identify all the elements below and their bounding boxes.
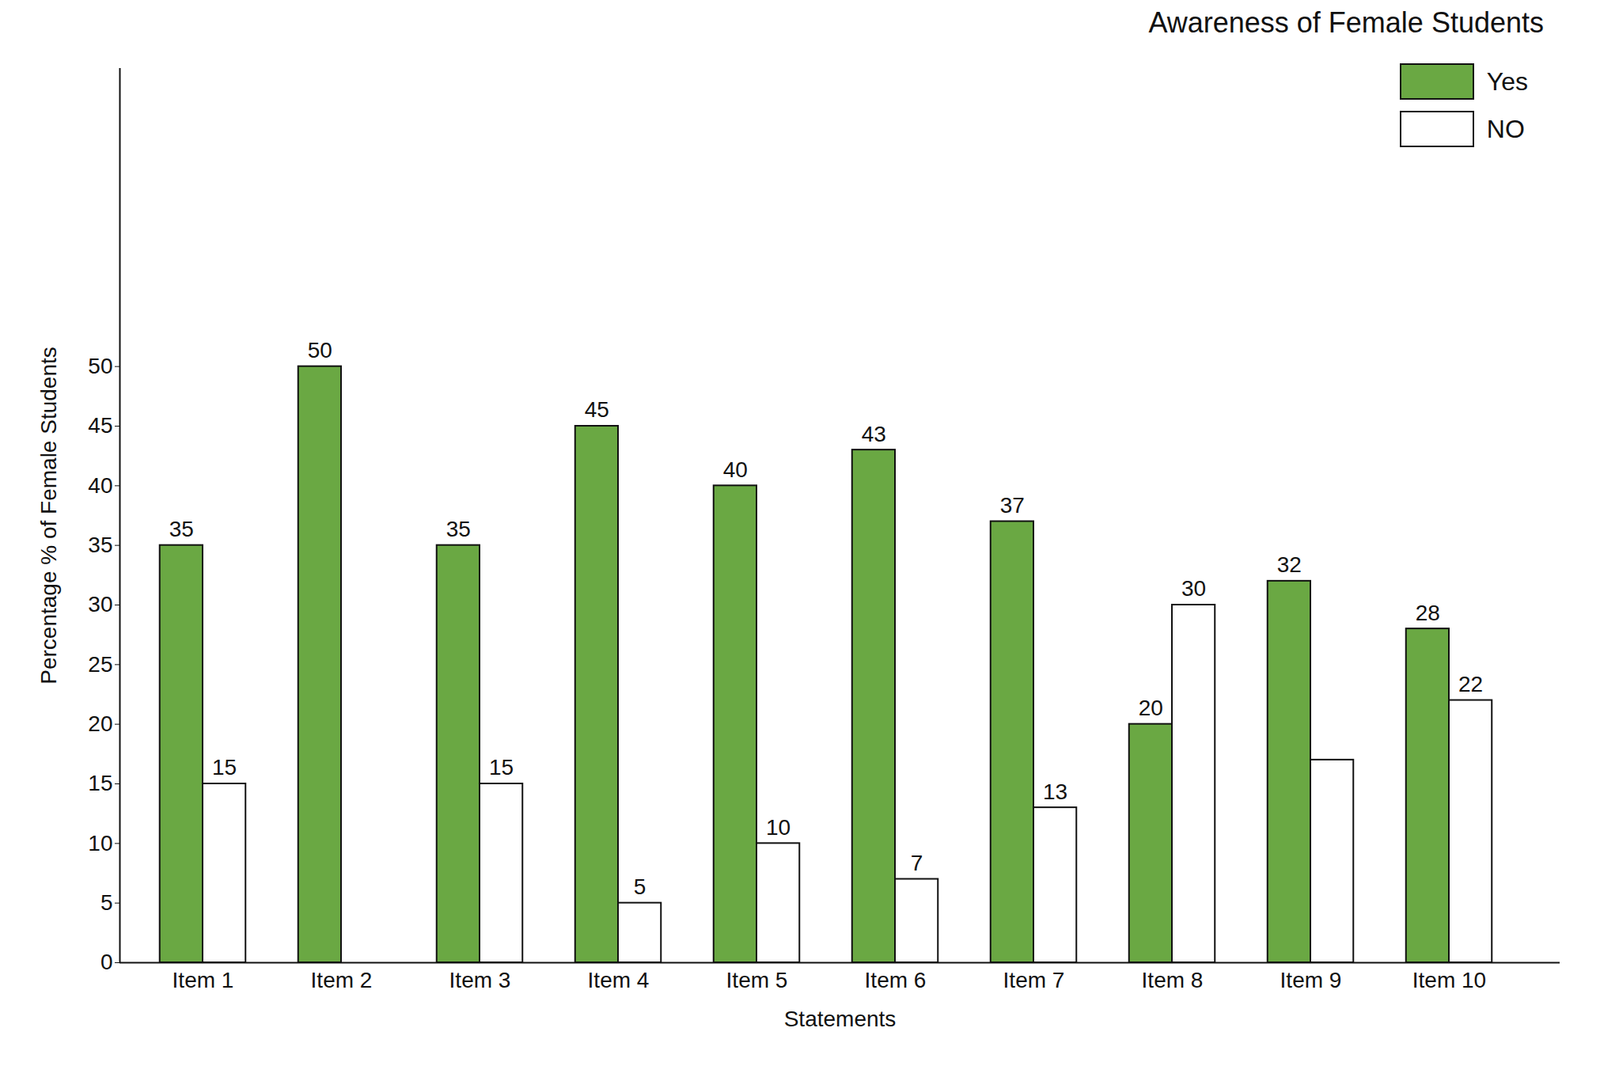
- svg-text:40: 40: [87, 473, 113, 498]
- svg-text:Item 5: Item 5: [726, 967, 789, 993]
- svg-text:32: 32: [1277, 552, 1302, 577]
- svg-text:15: 15: [87, 770, 113, 796]
- svg-text:20: 20: [1138, 695, 1164, 721]
- svg-text:Item 4: Item 4: [587, 967, 650, 993]
- svg-text:15: 15: [212, 754, 237, 780]
- svg-text:Item 2: Item 2: [310, 967, 373, 993]
- svg-text:10: 10: [765, 815, 791, 840]
- svg-text:7: 7: [910, 850, 924, 876]
- svg-text:22: 22: [1458, 671, 1483, 697]
- html-text:NO: NO: [1486, 114, 1525, 143]
- svg-text:43: 43: [861, 421, 887, 447]
- svg-text:25: 25: [87, 652, 113, 677]
- svg-text:Item 9: Item 9: [1280, 967, 1343, 993]
- svg-text:50: 50: [307, 337, 333, 363]
- svg-text:Item 6: Item 6: [864, 967, 927, 993]
- svg-text:35: 35: [87, 532, 113, 558]
- svg-text:35: 35: [169, 516, 194, 542]
- svg-text:Item 1: Item 1: [172, 967, 235, 993]
- svg-text:50: 50: [87, 353, 113, 379]
- svg-text:Percentage % of Female Student: Percentage % of Female Students: [36, 346, 61, 684]
- svg-text:37: 37: [1000, 492, 1025, 518]
- html-text:Awareness of Female Students: Awareness of Female Students: [1148, 6, 1544, 39]
- svg-text:28: 28: [1415, 600, 1441, 626]
- svg-text:40: 40: [723, 457, 748, 482]
- svg-text:Item 3: Item 3: [449, 967, 512, 993]
- svg-text:13: 13: [1042, 779, 1068, 804]
- svg-text:10: 10: [87, 830, 113, 856]
- svg-text:30: 30: [1181, 576, 1206, 601]
- svg-text:Item 8: Item 8: [1141, 967, 1204, 993]
- svg-text:Item 7: Item 7: [1003, 967, 1066, 993]
- svg-text:5: 5: [100, 890, 114, 915]
- svg-text:45: 45: [584, 397, 610, 422]
- svg-text:30: 30: [87, 591, 113, 617]
- svg-text:45: 45: [87, 413, 113, 438]
- svg-text:5: 5: [633, 874, 647, 899]
- svg-text:20: 20: [87, 711, 113, 736]
- svg-text:Item 10: Item 10: [1412, 967, 1487, 993]
- html-text:Yes: Yes: [1486, 66, 1528, 96]
- svg-text:35: 35: [446, 516, 471, 542]
- svg-text:15: 15: [489, 754, 514, 780]
- svg-text:0: 0: [100, 949, 114, 975]
- svg-text:Statements: Statements: [784, 1006, 897, 1032]
